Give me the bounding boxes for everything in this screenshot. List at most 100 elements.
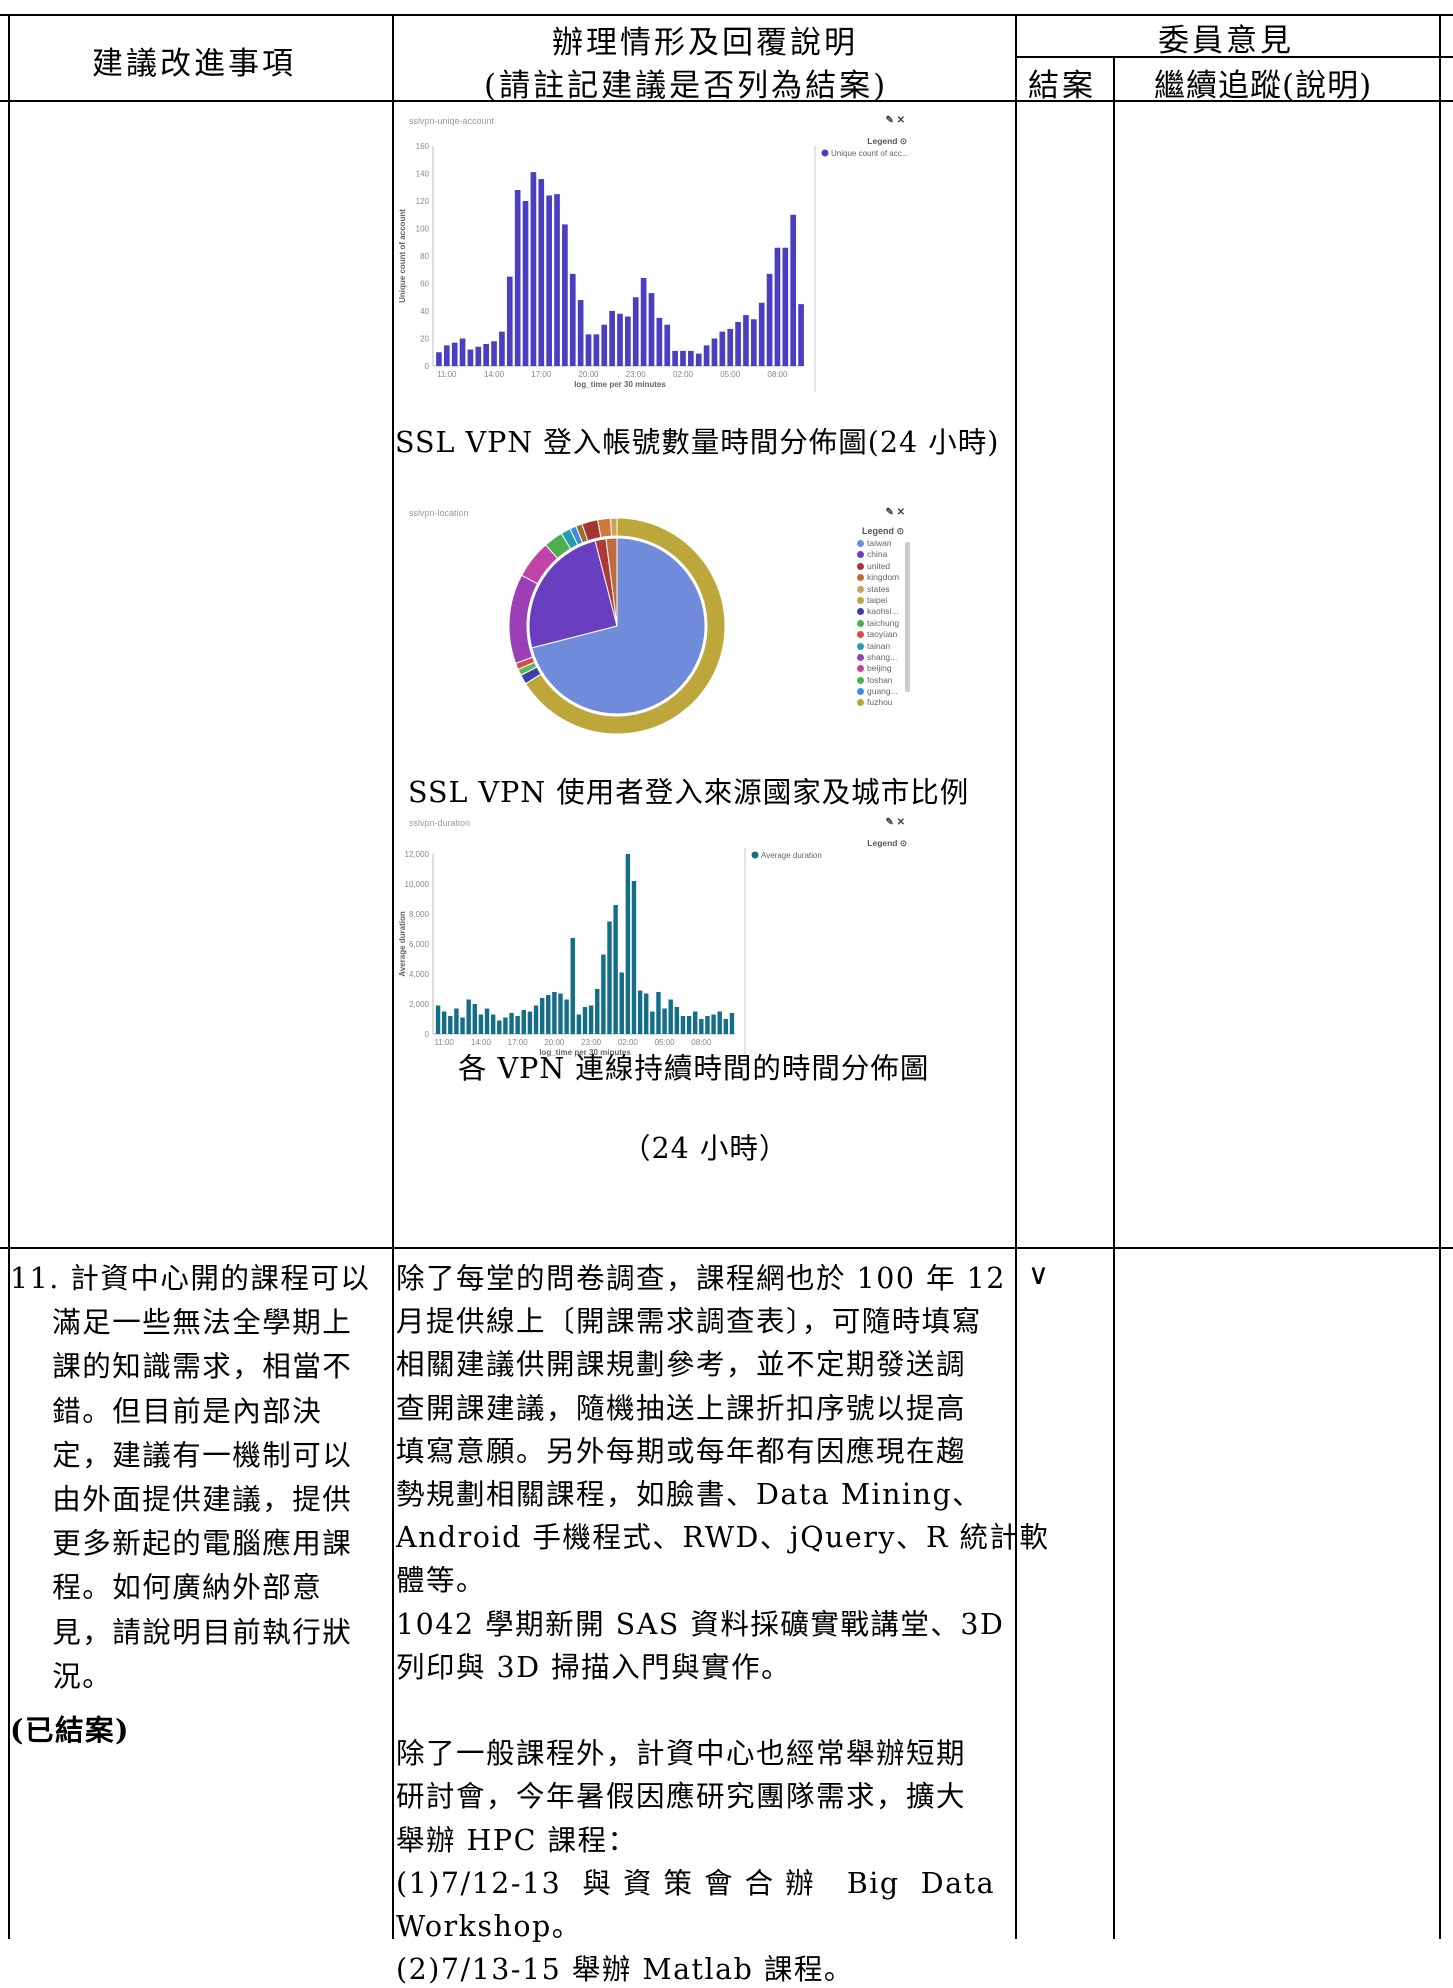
chart1-bar (506, 276, 513, 366)
chart3-bar (723, 1019, 729, 1034)
chart1-xtick-label: 08:00 (767, 370, 788, 379)
chart1-edit-close-icons[interactable]: ✎ ✕ (885, 115, 905, 126)
reply-line: 除了一般課程外，計資中心也經常舉辦短期 (396, 1737, 967, 1771)
legend-label: shang... (867, 651, 898, 662)
chart3-bar (582, 1007, 588, 1034)
reply-line: (1)7/12-13 與 資 策 會 合 辦 Big Data (396, 1866, 996, 1900)
chart1-bar (569, 273, 576, 366)
chart2-legend-item[interactable]: taoyüan (857, 629, 915, 640)
header-committee: 委員意見 (1158, 23, 1294, 59)
chart1-xtick-label: 17:00 (531, 370, 552, 379)
chart3-xlabel: log_time per 30 minutes (539, 1048, 631, 1057)
chart3-bar (595, 989, 600, 1034)
chart3-bar (717, 1011, 722, 1034)
chart2-legend-item[interactable]: china (857, 549, 915, 560)
chart3-bar (699, 1019, 704, 1034)
chart3-ytick-label: 4,000 (409, 970, 430, 979)
reply-line: 舉辦 HPC 課程： (396, 1823, 638, 1857)
chart3-bar (490, 1014, 496, 1034)
chart3-legend-label: Average duration (761, 851, 822, 860)
chart2-legend-item[interactable]: taipei (857, 595, 915, 606)
chart3-bar (570, 938, 575, 1034)
chart1-bar (601, 324, 608, 366)
chart2-legend-item[interactable]: taichung (857, 618, 915, 629)
chart3-bar (435, 1005, 441, 1034)
chart3-ytick-label: 12,000 (405, 850, 430, 859)
header-track: 繼續追蹤(說明) (1154, 68, 1373, 104)
chart3-bar (539, 998, 545, 1034)
chart1-bar (609, 311, 615, 366)
chart1-bar (538, 179, 545, 366)
chart1-panel: sslvpn-uniqe-account ✎ ✕ 0 20 40 60 80 100 120… (397, 110, 917, 410)
chart3-xtick-label: 17:00 (508, 1038, 529, 1047)
chart3-bar (552, 992, 557, 1034)
chart1-ytick-label: 160 (416, 142, 430, 151)
chart3-panel-title: sslvpn-duration (409, 818, 471, 828)
chart3-ytick-label: 2,000 (409, 1000, 430, 1009)
col-divider-1 (392, 14, 394, 1939)
chart1-xtick-label: 05:00 (720, 370, 741, 379)
legend-label: taiwan (867, 538, 892, 548)
chart2-legend-item[interactable]: beijing (857, 663, 915, 674)
chart3-bar (503, 1017, 508, 1034)
item-line: 滿足一些無法全學期上 (10, 1306, 353, 1340)
chart2-legend-item[interactable]: fuzhou (857, 697, 915, 708)
chart2-legend[interactable]: taiwan china united kingdom states taipei kaoh… (857, 538, 915, 748)
chart3-bar (619, 972, 624, 1034)
chart2-legend-item[interactable]: shang... (857, 652, 915, 663)
chart3-caption-line2: （24 小時） (622, 1132, 789, 1165)
chart1-ytick-label: 0 (425, 362, 430, 371)
chart1-bar (562, 224, 568, 366)
chart3-bar (533, 1005, 539, 1034)
chart3-bar (631, 881, 637, 1034)
chart3-bar (613, 905, 618, 1034)
chart1-svg: 0 20 40 60 80 100 120 140 160 11:00 14:00 17:00 20:0… (398, 136, 908, 392)
table-top-border (0, 14, 1453, 16)
chart2-legend-item[interactable]: kingdom (857, 572, 915, 583)
chart3-xtick-label: 05:00 (655, 1038, 676, 1047)
item-line: 見，請說明目前執行狀 (10, 1615, 353, 1649)
legend-label: tainan (867, 640, 891, 651)
chart3-edit-close-icons[interactable]: ✎ ✕ (885, 817, 905, 828)
reply-line: 除了每堂的問卷調查，課程網也於 100 年 12 (396, 1262, 1006, 1295)
legend-dot-icon (857, 699, 864, 707)
legend-label: taichung (867, 617, 900, 628)
chart2-legend-item[interactable]: tainan (857, 641, 915, 652)
chart2-legend-title: Legend ⊙ (862, 526, 905, 536)
chart2-legend-scrollbar[interactable] (905, 542, 910, 692)
chart1-bar (656, 317, 663, 366)
chart3-legend-marker (751, 851, 759, 859)
chart1-bar (436, 352, 442, 366)
chart1-legend-marker (821, 149, 829, 157)
chart1-bar (451, 342, 458, 366)
chart1-bar (664, 324, 671, 366)
chart3-ytick-label: 8,000 (409, 910, 430, 919)
legend-label: guang... (867, 686, 898, 697)
header-bottom-border (0, 100, 1453, 102)
chart2-edit-close-icons[interactable]: ✎ ✕ (885, 507, 905, 518)
chart1-bar (695, 353, 702, 366)
chart3-xtick-label: 02:00 (618, 1038, 639, 1047)
reply-line: Android 手機程式、RWD、jQuery、R 統計軟 (396, 1521, 1050, 1555)
chart2-legend-item[interactable]: foshan (857, 675, 915, 686)
chart1-bar (735, 322, 741, 366)
chart1-legend-title: Legend ⊙ (867, 136, 907, 146)
table-right-border (1439, 14, 1441, 1939)
chart2-legend-item[interactable]: taiwan (857, 538, 915, 549)
chart1-bar (459, 338, 466, 366)
chart3-xtick-label: 20:00 (544, 1038, 565, 1047)
chart2-legend-item[interactable]: states (857, 584, 915, 595)
chart2-legend-item[interactable]: united (857, 561, 915, 572)
chart3-bar (668, 999, 673, 1034)
chart3-bar (472, 1004, 477, 1034)
chart3-bar (662, 1008, 667, 1034)
chart1-bar (593, 334, 600, 366)
header-reply-line2: (請註記建議是否列為結案) (484, 68, 889, 104)
chart2-legend-item[interactable]: kaohsi... (857, 606, 915, 617)
chart2-svg (508, 517, 726, 735)
legend-dot-icon (857, 642, 864, 650)
item-line: 由外面提供建議，提供 (10, 1483, 353, 1516)
chart3-bar (558, 993, 563, 1034)
chart2-legend-item[interactable]: guang... (857, 686, 915, 697)
chart1-bar (467, 349, 474, 366)
